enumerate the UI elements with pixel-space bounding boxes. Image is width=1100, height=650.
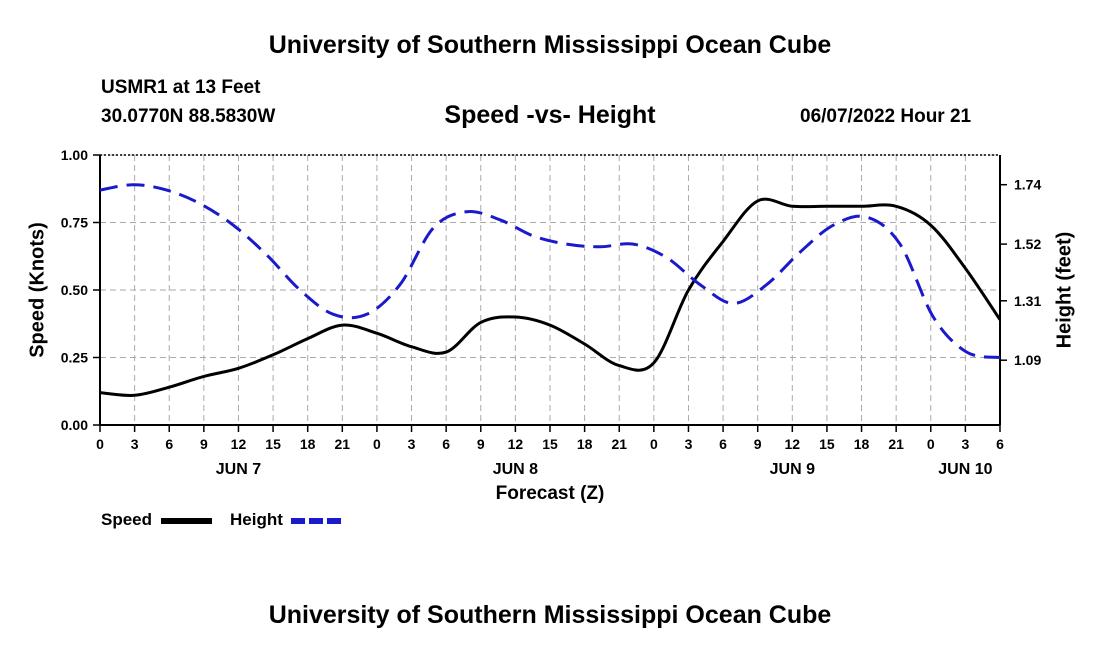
x-tick-label: 9 [754, 436, 762, 452]
y-tick-label-right: 1.31 [1014, 293, 1041, 309]
x-tick-label: 3 [131, 436, 139, 452]
y-tick-label-right: 1.74 [1014, 177, 1041, 193]
y-tick-label-left: 0.00 [61, 417, 88, 433]
x-tick-label: 3 [685, 436, 693, 452]
x-tick-label: 0 [650, 436, 658, 452]
y-tick-label-left: 0.75 [61, 215, 88, 231]
y-tick-label-left: 1.00 [61, 147, 88, 163]
x-tick-label: 12 [785, 436, 801, 452]
y-tick-label-right: 1.52 [1014, 236, 1041, 252]
x-tick-label: 3 [408, 436, 416, 452]
day-label: JUN 8 [493, 461, 538, 478]
page-title: University of Southern Mississippi Ocean… [268, 31, 832, 59]
series-speed-line [99, 197, 1002, 397]
x-tick-label: 18 [577, 436, 593, 452]
x-tick-label: 3 [961, 436, 969, 452]
legend-height-label: Height [230, 510, 283, 529]
x-tick-label: 21 [888, 436, 904, 452]
x-tick-label: 6 [442, 436, 450, 452]
x-tick-label: 9 [200, 436, 208, 452]
chart-title: Speed -vs- Height [444, 101, 656, 129]
y-tick-label-right: 1.09 [1014, 352, 1041, 368]
x-tick-label: 0 [927, 436, 935, 452]
series-height-line [99, 183, 1001, 359]
station-coordinates: 30.0770N 88.5830W [101, 106, 276, 127]
legend-height: Height [230, 510, 283, 530]
day-label: JUN 7 [216, 461, 261, 478]
x-tick-label: 12 [508, 436, 524, 452]
x-tick-label: 15 [819, 436, 835, 452]
y-tick-label-left: 0.50 [61, 282, 88, 298]
x-tick-label: 21 [335, 436, 351, 452]
x-tick-label: 6 [719, 436, 727, 452]
x-tick-label: 18 [854, 436, 870, 452]
footer-title: University of Southern Mississippi Ocean… [268, 601, 832, 629]
x-tick-label: 15 [542, 436, 558, 452]
run-datetime: 06/07/2022 Hour 21 [800, 106, 972, 127]
x-tick-label: 6 [996, 436, 1004, 452]
day-label: JUN 10 [938, 461, 992, 478]
station-label: USMR1 at 13 Feet [101, 77, 261, 98]
legend-speed: Speed [101, 510, 152, 530]
y-tick-label-left: 0.25 [61, 350, 88, 366]
x-tick-label: 0 [96, 436, 104, 452]
x-axis-label: Forecast (Z) [0, 483, 1100, 505]
x-tick-label: 9 [477, 436, 485, 452]
day-label: JUN 9 [770, 461, 815, 478]
x-tick-label: 21 [611, 436, 627, 452]
x-tick-label: 0 [373, 436, 381, 452]
x-tick-label: 6 [165, 436, 173, 452]
legend-speed-label: Speed [101, 510, 153, 529]
x-tick-label: 12 [231, 436, 247, 452]
x-axis-label-text: Forecast (Z) [495, 483, 605, 504]
x-tick-label: 15 [265, 436, 281, 452]
x-tick-label: 18 [300, 436, 316, 452]
